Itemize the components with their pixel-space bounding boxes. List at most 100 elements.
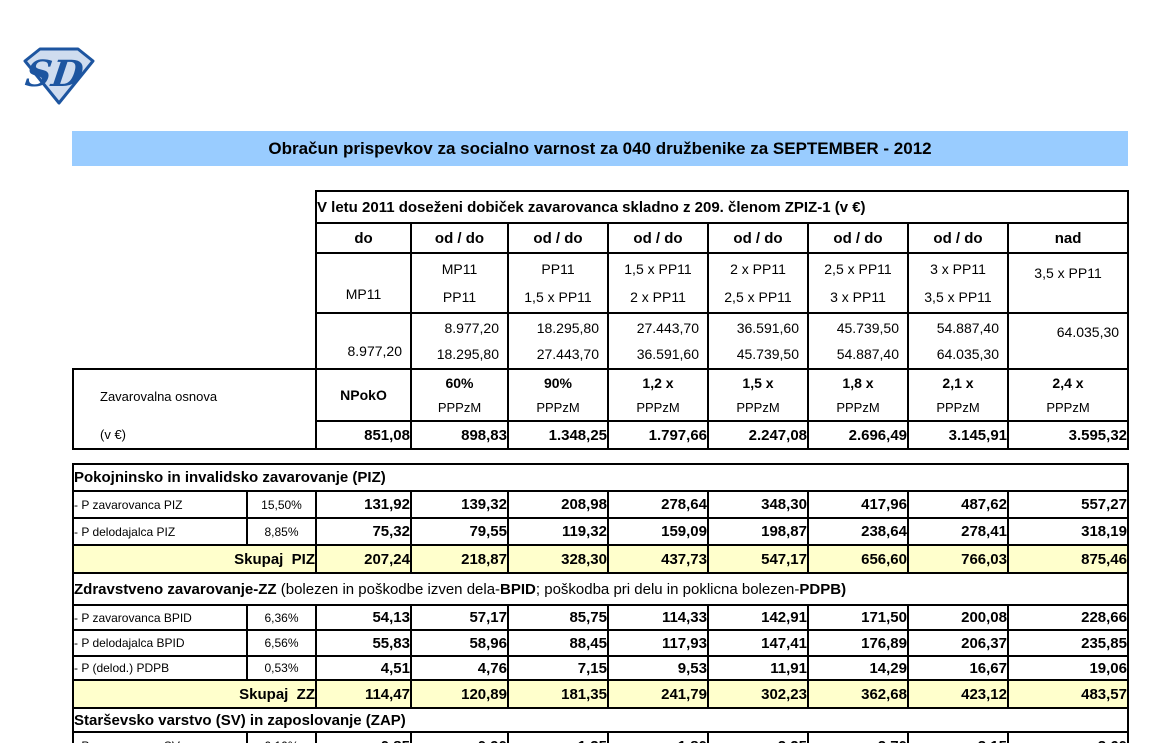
- total-amount-cell: 181,35: [507, 679, 609, 709]
- amount-cell: 200,08: [907, 604, 1009, 631]
- logo-monogram: SD: [23, 52, 87, 95]
- amount-cell: 11,91: [707, 655, 809, 681]
- amount-cell: 0,90: [410, 731, 509, 743]
- amount-cell: 206,37: [907, 629, 1009, 657]
- base-multiplier-cell: 2,4 x PPPzM: [1007, 368, 1129, 422]
- amount-upper: 27.443,70: [636, 320, 699, 336]
- piz-total-row: Skupaj PIZ 207,24 218,87 328,30 437,73 5…: [72, 544, 1129, 574]
- profit-range-table: V letu 2011 doseženi dobiček zavarovanca…: [314, 190, 1130, 370]
- zz-title-normal: ; poškodba pri delu in poklicna bolezen-: [535, 580, 800, 598]
- amount-cell: 54,13: [315, 604, 412, 631]
- base-value: 898,83: [410, 420, 509, 450]
- row-label: - P delodajalca PIZ: [72, 517, 248, 546]
- total-amount-cell: 241,79: [607, 679, 709, 709]
- range-amounts-cell: 8.977,20: [315, 312, 412, 370]
- table-row: - P zavarovanca BPID 6,36% 54,13 57,17 8…: [72, 604, 1129, 631]
- bound-upper: 1,5 x PP11: [624, 261, 692, 277]
- total-amount-cell: 766,03: [907, 544, 1009, 574]
- row-label: - P zavarovanca SV: [72, 731, 248, 743]
- base-value: 2.247,08: [707, 420, 809, 450]
- table-row: - P delodajalca PIZ 8,85% 75,32 79,55 11…: [72, 517, 1129, 546]
- multiplier-top: 60%: [445, 375, 474, 392]
- range-bounds-cell: MP11 PP11: [410, 252, 509, 314]
- zz-total-label: Skupaj ZZ: [72, 679, 317, 709]
- sd-logo: SD: [23, 47, 95, 105]
- range-bounds-cell: 2 x PP11 2,5 x PP11: [707, 252, 809, 314]
- amount-cell: 9,53: [607, 655, 709, 681]
- amount-cell: 208,98: [507, 490, 609, 519]
- base-values-row: 851,08 898,83 1.348,25 1.797,66 2.247,08…: [73, 420, 1129, 450]
- range-label: od / do: [507, 222, 609, 254]
- range-amounts-cell: 27.443,70 36.591,60: [607, 312, 709, 370]
- row-label: - P (delod.) PDPB: [72, 655, 248, 681]
- amount-upper: 36.591,60: [736, 320, 799, 336]
- total-amount-cell: 483,57: [1007, 679, 1129, 709]
- multiplier-bottom: PPPzM: [1046, 399, 1090, 415]
- amount-upper: 54.887,40: [936, 320, 999, 336]
- range-amounts-cell: 64.035,30: [1006, 312, 1130, 370]
- total-amount-cell: 547,17: [707, 544, 809, 574]
- table-row: - P zavarovanca SV 0,10% 0,85 0,90 1,35 …: [72, 731, 1129, 743]
- table-row: - P zavarovanca PIZ 15,50% 131,92 139,32…: [72, 490, 1129, 519]
- base-value: 3.145,91: [907, 420, 1009, 450]
- amount-lower: 45.739,50: [736, 346, 799, 362]
- row-label: - P zavarovanca PIZ: [72, 490, 248, 519]
- bound-upper: PP11: [541, 261, 575, 277]
- range-label: od / do: [907, 222, 1009, 254]
- zz-title-bold: BPID: [500, 580, 536, 598]
- amount-cell: 235,85: [1007, 629, 1129, 657]
- amount-cell: 417,96: [807, 490, 909, 519]
- multiplier-top: NPokO: [340, 387, 387, 403]
- bound-lower: 2,5 x PP11: [724, 289, 792, 305]
- bound-upper: 2 x PP11: [730, 261, 786, 277]
- amount-cell: 75,32: [315, 517, 412, 546]
- rate-cell: 15,50%: [246, 490, 317, 519]
- multiplier-bottom: PPPzM: [936, 399, 980, 415]
- multiplier-top: 1,8 x: [842, 375, 874, 392]
- bound-upper: 3 x PP11: [930, 261, 986, 277]
- amount-cell: 198,87: [707, 517, 809, 546]
- amount-cell: 318,19: [1007, 517, 1129, 546]
- total-amount-cell: 875,46: [1007, 544, 1129, 574]
- amount-cell: 55,83: [315, 629, 412, 657]
- amount-cell: 19,06: [1007, 655, 1129, 681]
- amount-cell: 278,41: [907, 517, 1009, 546]
- range-amounts-cell: 36.591,60 45.739,50: [707, 312, 809, 370]
- range-label: od / do: [707, 222, 809, 254]
- table-row: - P delodajalca BPID 6,56% 55,83 58,96 8…: [72, 629, 1129, 657]
- amount-cell: 119,32: [507, 517, 609, 546]
- range-bounds-cell: MP11: [315, 252, 412, 314]
- base-multiplier-cell: 1,5 x PPPzM: [707, 368, 809, 422]
- zz-title-bold: Zdravstveno zavarovanje-ZZ: [74, 580, 281, 598]
- multiplier-bottom: PPPzM: [536, 399, 580, 415]
- bound-lower: PP11: [442, 289, 477, 305]
- range-label: od / do: [607, 222, 709, 254]
- range-bounds-cell: 3,5 x PP11: [1006, 252, 1130, 314]
- range-label: od / do: [807, 222, 909, 254]
- total-amount-cell: 437,73: [607, 544, 709, 574]
- multiplier-bottom: PPPzM: [437, 399, 482, 415]
- bound-lower: 2 x PP11: [630, 289, 686, 305]
- base-multiplier-row: Zavarovalna osnova (v €) NPokO 60% PPPzM …: [72, 368, 1129, 450]
- amount-cell: 2,25: [707, 731, 809, 743]
- range-amounts-cell: 45.739,50 54.887,40: [807, 312, 909, 370]
- total-amount-cell: 207,24: [315, 544, 412, 574]
- bound-lower: 1,5 x PP11: [524, 289, 592, 305]
- amount-upper: 8.977,20: [444, 320, 500, 336]
- amount-lower: 8.977,20: [347, 342, 403, 359]
- amount-cell: 85,75: [507, 604, 609, 631]
- amount-cell: 176,89: [807, 629, 909, 657]
- bound-lower: 3,5 x PP11: [924, 289, 992, 305]
- range-label: do: [315, 222, 412, 254]
- amount-cell: 159,09: [607, 517, 709, 546]
- multiplier-bottom: PPPzM: [636, 399, 680, 415]
- total-amount-cell: 423,12: [907, 679, 1009, 709]
- base-value: 1.348,25: [507, 420, 609, 450]
- range-amounts-cell: 54.887,40 64.035,30: [907, 312, 1009, 370]
- amount-cell: 1,35: [507, 731, 609, 743]
- amount-lower: 54.887,40: [836, 346, 899, 362]
- amount-cell: 139,32: [410, 490, 509, 519]
- amount-cell: 238,64: [807, 517, 909, 546]
- row-label: - P zavarovanca BPID: [72, 604, 248, 631]
